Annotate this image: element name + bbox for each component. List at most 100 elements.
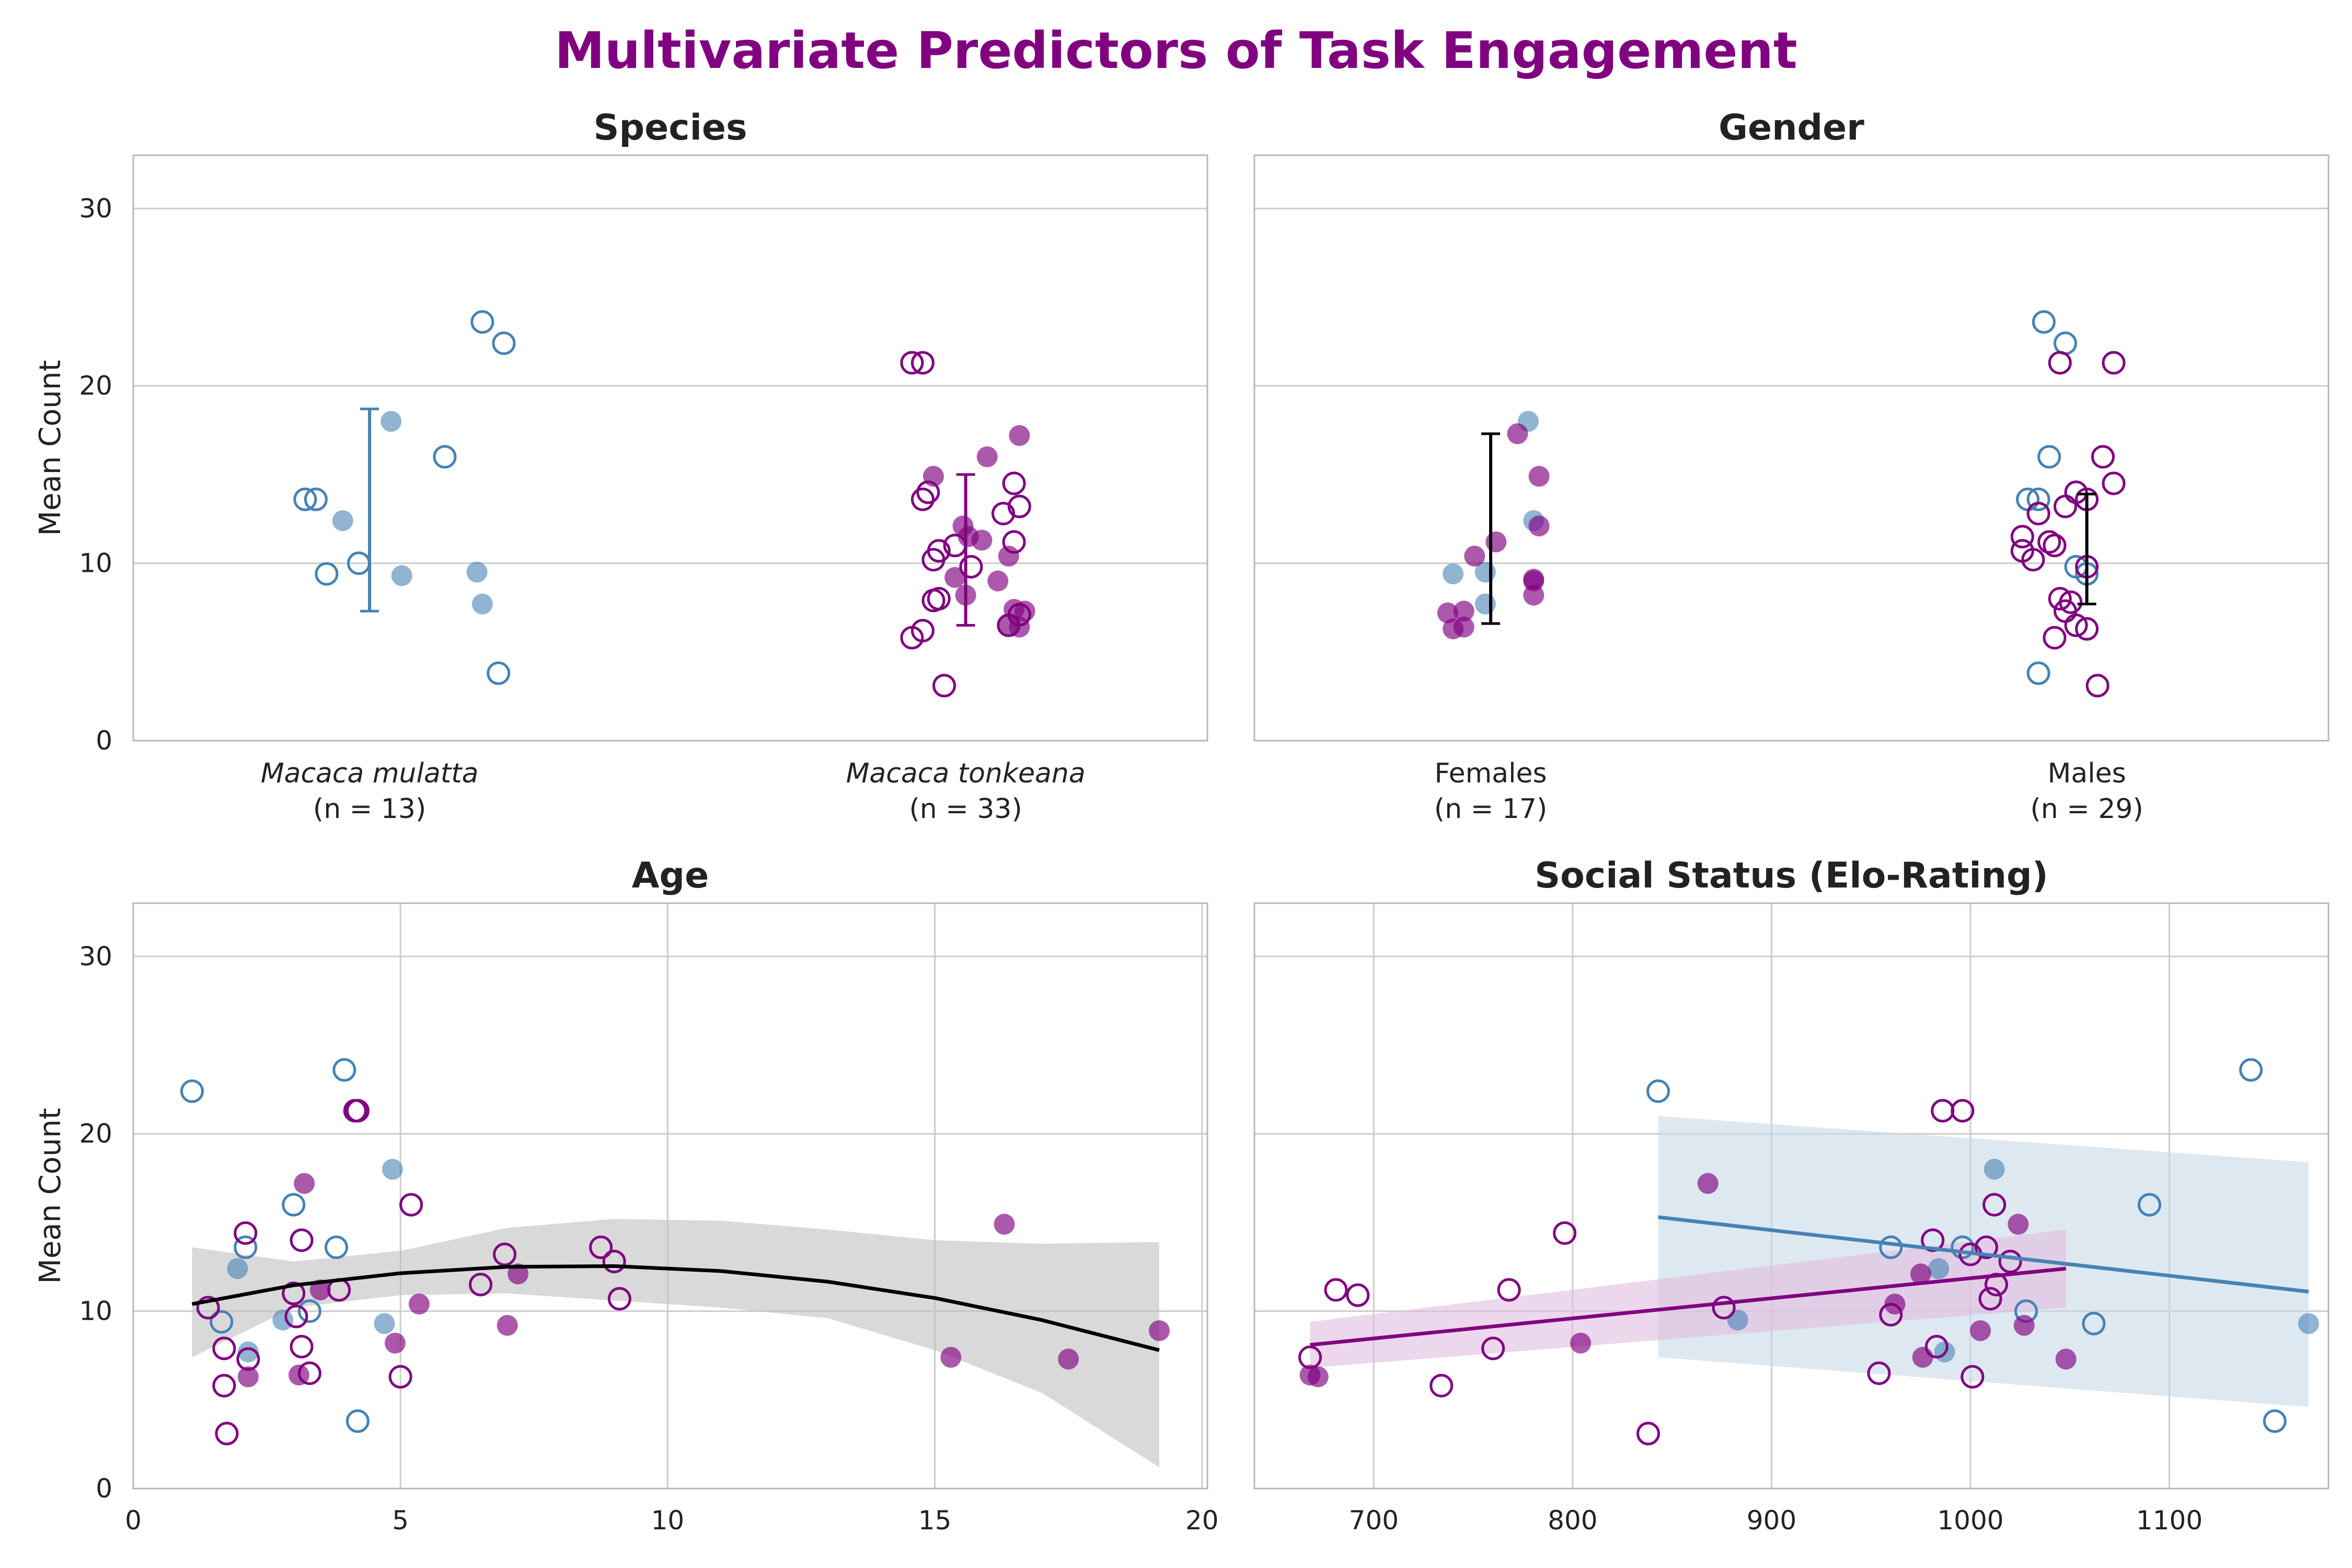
trend-line — [1658, 1215, 2309, 1294]
data-point — [399, 1193, 423, 1217]
data-point — [1497, 1278, 1521, 1302]
data-point — [1951, 1235, 1975, 1259]
data-point — [2037, 530, 2061, 554]
data-point — [1867, 1361, 1891, 1385]
data-point — [900, 351, 924, 375]
trend-line — [1310, 1266, 2067, 1347]
data-point — [2037, 445, 2061, 469]
y-tick-label: 20 — [79, 1119, 112, 1149]
y-tick-label: 10 — [79, 1296, 112, 1327]
data-point — [1570, 1332, 1592, 1354]
data-point — [1961, 1365, 1985, 1389]
category-label: Macaca mulatta — [261, 758, 479, 789]
data-point — [1474, 593, 1496, 615]
data-point — [1636, 1422, 1660, 1446]
data-point — [1978, 1287, 2002, 1311]
data-point — [1998, 1250, 2022, 1274]
x-tick-label: 900 — [1747, 1505, 1796, 1536]
data-point — [1912, 1346, 1933, 1368]
data-point — [2085, 674, 2109, 698]
data-point — [212, 1374, 236, 1398]
data-point — [2054, 494, 2078, 518]
data-point — [284, 1305, 308, 1329]
data-point — [234, 1235, 258, 1259]
data-point — [2026, 661, 2050, 685]
data-point — [332, 510, 353, 532]
data-point — [2032, 310, 2056, 334]
data-point — [1928, 1258, 1950, 1279]
panel-title: Social Status (Elo-Rating) — [1535, 855, 2048, 896]
data-point — [381, 411, 402, 432]
data-point — [315, 562, 339, 586]
data-point — [2138, 1193, 2161, 1217]
species-panel: 0 10 20 30 Species Mean Count Macaca mulatta (n… — [33, 107, 1208, 825]
data-point — [921, 589, 946, 613]
data-point — [1324, 1278, 1348, 1302]
data-point — [1984, 1159, 2005, 1180]
data-point — [212, 1336, 236, 1361]
data-point — [2091, 445, 2115, 469]
data-point — [1437, 602, 1458, 624]
data-point — [1298, 1345, 1322, 1369]
category-label: Males — [2047, 758, 2126, 789]
data-point — [959, 555, 983, 579]
data-point — [991, 502, 1016, 526]
data-point — [910, 487, 935, 511]
data-point — [1485, 531, 1507, 552]
plot-frame — [1253, 902, 2330, 1490]
data-point — [433, 445, 457, 469]
data-point — [2021, 548, 2045, 572]
plot-frame — [132, 902, 1208, 1490]
data-point — [1712, 1296, 1736, 1320]
x-tick-label: 800 — [1548, 1505, 1597, 1536]
trend-line — [191, 1264, 1160, 1352]
data-point — [210, 1310, 234, 1334]
x-tick-label: 1000 — [1937, 1505, 2003, 1536]
data-point — [2064, 613, 2088, 637]
category-n-label: (n = 33) — [909, 793, 1022, 825]
y-tick-label: 0 — [96, 725, 112, 756]
data-point — [391, 565, 412, 586]
data-point — [1002, 530, 1026, 554]
category-label: Females — [1435, 758, 1547, 789]
data-point — [272, 1309, 294, 1331]
data-point — [293, 487, 317, 511]
data-point — [1481, 1336, 1505, 1361]
data-point — [2043, 534, 2067, 558]
data-point — [282, 1282, 306, 1306]
data-point — [215, 1422, 239, 1446]
data-point — [589, 1235, 613, 1259]
panel-title: Species — [594, 107, 747, 148]
data-point — [492, 331, 516, 355]
data-point — [237, 1341, 259, 1363]
data-point — [1697, 1173, 1719, 1194]
data-point — [1727, 1309, 1748, 1331]
data-point — [607, 1287, 631, 1311]
data-point — [994, 1214, 1015, 1235]
data-point — [470, 310, 494, 334]
y-tick-label: 0 — [96, 1473, 112, 1504]
data-point — [1453, 601, 1474, 622]
data-point — [2075, 617, 2099, 641]
data-point — [304, 487, 328, 511]
data-point — [2008, 1214, 2029, 1235]
data-point — [2055, 1348, 2077, 1370]
data-point — [1009, 425, 1030, 446]
data-point — [1879, 1235, 1903, 1259]
data-point — [1002, 471, 1026, 495]
data-point — [290, 1334, 314, 1358]
data-point — [900, 626, 924, 650]
data-point — [471, 593, 493, 615]
data-point — [940, 1346, 962, 1368]
data-point — [1974, 1235, 1998, 1259]
plot-frame — [1253, 154, 2330, 742]
data-point — [1523, 584, 1544, 606]
confidence-band — [1310, 1229, 2066, 1368]
data-point — [921, 548, 946, 572]
data-point — [408, 1294, 430, 1315]
data-point — [1528, 466, 1550, 487]
data-point — [971, 529, 993, 551]
data-point — [345, 1409, 370, 1433]
data-point — [2054, 331, 2078, 355]
data-point — [1299, 1364, 1321, 1386]
